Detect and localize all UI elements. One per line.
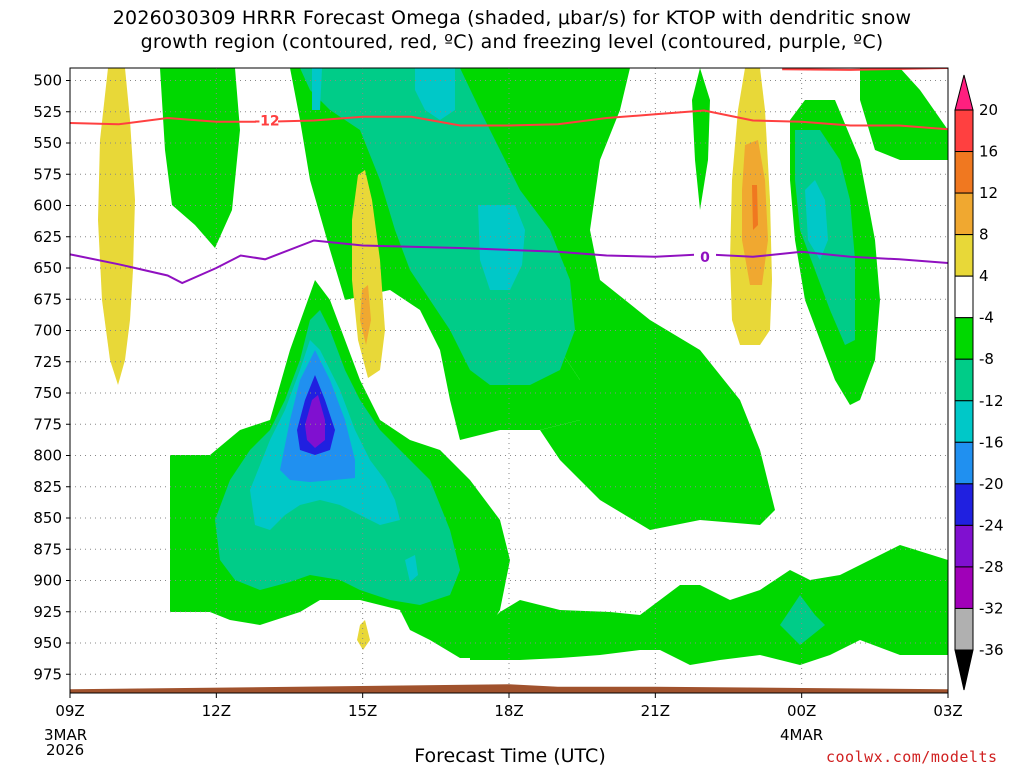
y-tick-label: 975 (33, 665, 62, 683)
colorbar: 20 16 12 8 4 -4 -8 -12 -16 -20 -24 -28 -32 -36 (954, 74, 1004, 691)
y-tick-label: 500 (33, 72, 62, 90)
colorbar-band (954, 151, 974, 194)
x-tick-label: 03Z (933, 702, 962, 720)
y-tick-label: 875 (33, 540, 62, 558)
colorbar-label: 8 (979, 226, 989, 244)
omega-region-teal (780, 595, 825, 645)
omega-region-yellow (98, 68, 135, 385)
omega-region-cyan (405, 555, 418, 582)
y-tick-label: 775 (33, 415, 62, 433)
title-line-2: growth region (contoured, red, ºC) and f… (140, 31, 884, 53)
chart-title: 2026030309 HRRR Forecast Omega (shaded, … (0, 6, 1024, 54)
y-tick-label: 525 (33, 103, 62, 121)
y-axis: 500 525 550 575 600 625 650 675 700 725 750 775 800 8… (33, 72, 70, 683)
omega-region-darkorange (752, 185, 758, 230)
title-line-1: 2026030309 HRRR Forecast Omega (shaded, … (112, 7, 912, 29)
colorbar-band (954, 483, 974, 526)
terrain (70, 684, 948, 693)
omega-region-purple (305, 395, 325, 448)
colorbar-band (954, 400, 974, 443)
omega-region-cyan (478, 205, 525, 290)
y-tick-label: 825 (33, 478, 62, 496)
colorbar-label: -32 (979, 599, 1004, 617)
colorbar-band (954, 358, 974, 402)
x-tick-label: 09Z (55, 702, 84, 720)
omega-region-teal (300, 68, 575, 385)
omega-region-cyan (312, 68, 322, 110)
colorbar-label: 20 (979, 101, 998, 119)
start-year-label: 2026 (46, 741, 85, 759)
colorbar-label: -4 (979, 309, 994, 327)
colorbar-label: 12 (979, 184, 998, 202)
y-tick-label: 950 (33, 634, 62, 652)
dendritic-contour-label: -12 (254, 114, 279, 130)
y-tick-label: 675 (33, 290, 62, 308)
y-tick-label: 750 (33, 384, 62, 402)
y-tick-label: 700 (33, 322, 62, 340)
dendritic-growth-contour (70, 109, 948, 131)
omega-region-yellow (357, 620, 370, 650)
colorbar-band (954, 524, 974, 568)
colorbar-band (954, 192, 974, 236)
contour-label-bg (694, 248, 716, 265)
freezing-contour-label: 0 (700, 250, 710, 266)
y-tick-label: 800 (33, 447, 62, 465)
omega-region-green (860, 68, 948, 160)
mid-day-label: 4MAR (780, 726, 824, 744)
colorbar-band (954, 441, 974, 485)
dendritic-growth-contour-upper (782, 68, 948, 71)
contour-lines: -12 0 (70, 68, 948, 285)
omega-region-yellow (352, 170, 385, 378)
colorbar-label: 16 (979, 143, 998, 161)
colorbar-label: -36 (979, 641, 1004, 659)
colorbar-label: -20 (979, 475, 1004, 493)
colorbar-band (954, 607, 974, 651)
y-tick-label: 850 (33, 509, 62, 527)
colorbar-label: -12 (979, 392, 1004, 410)
colorbar-band (954, 317, 974, 360)
y-tick-label: 900 (33, 572, 62, 590)
freezing-level-contour (70, 239, 948, 285)
colorbar-label: -28 (979, 558, 1004, 576)
omega-region-cyan (805, 180, 828, 260)
y-tick-label: 625 (33, 228, 62, 246)
y-tick-label: 925 (33, 603, 62, 621)
omega-region-green (470, 545, 948, 665)
omega-region-orange (360, 285, 371, 345)
colorbar-label: -8 (979, 350, 994, 368)
x-axis: 09Z 12Z 15Z 18Z 21Z 00Z 03Z (55, 693, 963, 720)
y-tick-label: 600 (33, 197, 62, 215)
credit-text: coolwx.com/modelts (826, 748, 998, 766)
omega-region-green (692, 68, 710, 210)
colorbar-top-arrow (954, 74, 974, 111)
colorbar-bottom-arrow (954, 649, 974, 691)
x-axis-title: Forecast Time (UTC) (414, 745, 606, 767)
colorbar-band (954, 109, 974, 153)
colorbar-label: -24 (979, 516, 1004, 534)
omega-region-green (160, 68, 240, 248)
y-tick-label: 650 (33, 259, 62, 277)
x-tick-label: 12Z (202, 702, 231, 720)
x-tick-label: 00Z (787, 702, 816, 720)
colorbar-band (954, 275, 974, 319)
x-tick-label: 15Z (348, 702, 377, 720)
x-tick-label: 21Z (641, 702, 670, 720)
y-tick-label: 725 (33, 353, 62, 371)
omega-shading (98, 68, 948, 665)
y-tick-label: 575 (33, 165, 62, 183)
x-tick-label: 18Z (494, 702, 523, 720)
colorbar-band (954, 234, 974, 277)
colorbar-label: 4 (979, 267, 989, 285)
colorbar-band (954, 566, 974, 609)
start-day-label: 3MAR (44, 726, 88, 744)
y-tick-label: 550 (33, 134, 62, 152)
contour-label-bg (256, 112, 278, 129)
terrain-fill (70, 684, 948, 693)
colorbar-label: -16 (979, 433, 1004, 451)
